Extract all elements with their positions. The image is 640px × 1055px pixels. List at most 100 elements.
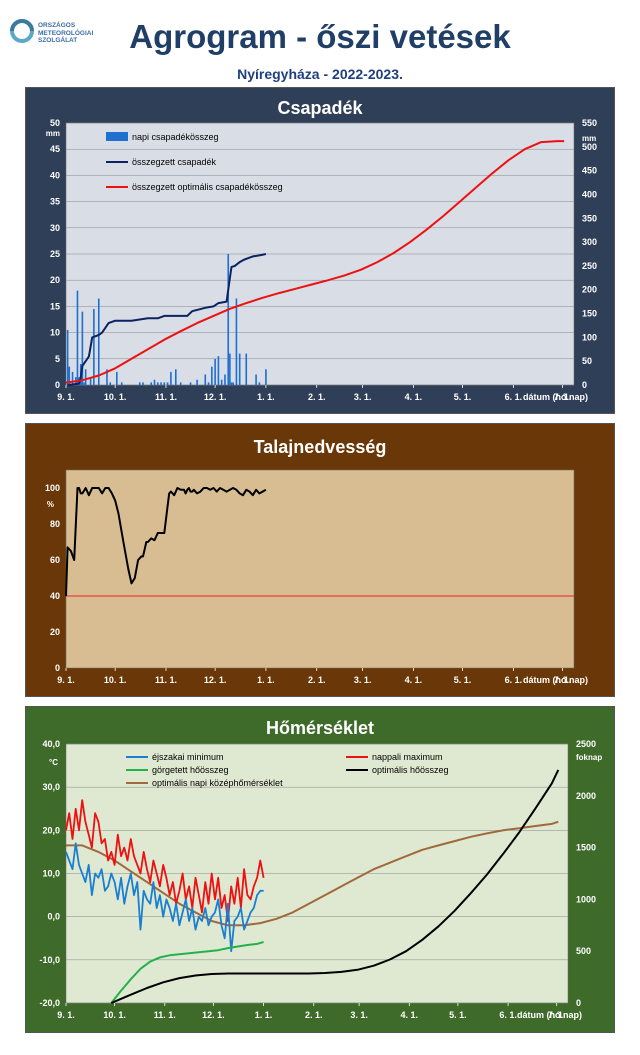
y-tick-label-right: 2000 — [576, 791, 596, 801]
precip-bar — [120, 382, 123, 385]
y-tick-label-right: 0 — [582, 380, 587, 390]
precip-bar — [179, 382, 182, 385]
cumulative-precip-line — [67, 253, 267, 386]
y-tick-label: 30 — [50, 223, 60, 233]
y-tick-label-right: 150 — [582, 309, 597, 319]
y-tick-label-right: 550 — [582, 118, 597, 128]
x-axis-label: dátum (hó.nap) — [523, 392, 588, 402]
precip-bar — [76, 290, 79, 385]
y-tick-label: 0 — [55, 663, 60, 673]
precip-bar — [142, 382, 144, 385]
x-tick-label: 9. 1. — [57, 392, 75, 402]
legend-label: optimális napi középhőmérséklet — [152, 778, 283, 788]
precip-bar — [83, 382, 85, 385]
precip-bar — [170, 371, 172, 385]
x-tick-label: 9. 1. — [57, 1010, 75, 1020]
y-tick-label-right: 500 — [582, 142, 597, 152]
precip-bar — [204, 374, 207, 385]
x-tick-label: 11. 1. — [154, 1010, 176, 1020]
y-tick-label: 20 — [50, 627, 60, 637]
y-axis-label-left: °C — [49, 758, 58, 767]
precip-bar — [116, 371, 118, 385]
y-tick-label: 20,0 — [42, 825, 60, 835]
precip-bar — [258, 382, 261, 385]
precip-bar — [265, 369, 267, 385]
chart-title: Talajnedvesség — [254, 437, 387, 457]
precip-bar — [68, 366, 71, 385]
precip-bar — [245, 353, 248, 385]
x-tick-label: 6. 1. — [505, 392, 523, 402]
precip-bar — [174, 369, 177, 385]
y-tick-label: 0 — [55, 380, 60, 390]
x-tick-label: 7. 1. — [548, 1010, 566, 1020]
precip-bar — [224, 374, 226, 385]
y-tick-label-right: 200 — [582, 285, 597, 295]
precip-bar — [163, 382, 166, 385]
y-tick-label: 10,0 — [42, 869, 60, 879]
night-min-line — [65, 842, 264, 953]
x-tick-label: 2. 1. — [305, 1010, 323, 1020]
optimal-heat-sum-line — [110, 769, 560, 1004]
x-tick-label: 2. 1. — [308, 392, 326, 402]
precip-bar — [196, 379, 198, 385]
x-tick-label: 11. 1. — [155, 675, 177, 685]
y-tick-label: 40 — [50, 591, 60, 601]
x-tick-label: 10. 1. — [103, 1010, 126, 1020]
page-title: Agrogram - őszi vetések — [129, 18, 511, 55]
precip-bar — [97, 298, 100, 385]
chart-title: Csapadék — [277, 98, 363, 118]
precip-bar — [238, 353, 241, 385]
y-tick-label: 5 — [55, 354, 60, 364]
x-tick-label: 1. 1. — [257, 392, 275, 402]
precipitation-chart: Csapadék05101520253035404550050100150200… — [25, 87, 615, 414]
y-tick-label: -10,0 — [39, 955, 60, 965]
precip-bar — [89, 377, 92, 385]
x-axis-label: dátum (hó.nap) — [517, 1010, 582, 1020]
precip-bar — [106, 369, 108, 385]
y-tick-label: 15 — [50, 301, 60, 311]
legend-label: görgetett hőösszeg — [152, 765, 229, 775]
precip-bar — [166, 382, 169, 385]
precip-bar — [66, 329, 69, 385]
legend-label: összegzett optimális csapadékösszeg — [132, 182, 283, 192]
swirl-logo-icon — [10, 19, 34, 43]
y-tick-label-right: 1000 — [576, 894, 596, 904]
legend-label: napi csapadékösszeg — [132, 132, 219, 142]
precip-bar — [217, 356, 220, 385]
x-tick-label: 9. 1. — [57, 675, 75, 685]
x-tick-label: 4. 1. — [405, 392, 423, 402]
x-tick-label: 7. 1. — [554, 392, 572, 402]
y-axis-label-left: mm — [46, 129, 60, 138]
plot-area — [65, 469, 575, 669]
day-max-line — [65, 799, 265, 922]
x-tick-label: 4. 1. — [405, 675, 423, 685]
y-tick-label-right: 0 — [576, 998, 581, 1008]
y-tick-label: 80 — [50, 519, 60, 529]
precip-bar — [138, 382, 141, 385]
soil-moisture-chart: Talajnedvesség 0 20 40 60 80 100% 9. 1. 10. 1. 11… — [25, 423, 615, 697]
precip-bar — [81, 311, 84, 385]
precip-bar — [160, 382, 162, 385]
precip-bar — [232, 382, 234, 385]
y-tick-label: 50 — [50, 118, 60, 128]
y-tick-label: 0,0 — [47, 912, 60, 922]
optimal-mean-temp-line — [66, 820, 559, 927]
y-axis-label: % — [47, 500, 54, 509]
precip-bar — [84, 369, 87, 385]
chart-title: Hőmérséklet — [266, 718, 374, 738]
x-tick-label: 3. 1. — [350, 1010, 368, 1020]
y-tick-label: 25 — [50, 249, 60, 259]
y-tick-label: 40,0 — [42, 739, 60, 749]
y-tick-label: 20 — [50, 275, 60, 285]
x-tick-label: 5. 1. — [454, 392, 472, 402]
soil-moisture-line — [65, 487, 267, 597]
x-tick-label: 3. 1. — [354, 675, 372, 685]
legend-label: optimális hőösszeg — [372, 765, 449, 775]
temperature-chart: Hőmérséklet -20,0 -10,0 0,0 10,0 20,0 30,0 40,0… — [25, 706, 615, 1033]
rolling-heat-sum-line — [110, 940, 264, 1004]
x-tick-label: 12. 1. — [204, 392, 227, 402]
logo-text: ORSZÁGOS METEOROLÓGIAI SZOLGÁLAT — [38, 22, 93, 45]
logo-line: SZOLGÁLAT — [38, 37, 78, 44]
x-tick-label: 10. 1. — [104, 675, 127, 685]
y-axis-label-right: mm — [582, 134, 596, 143]
